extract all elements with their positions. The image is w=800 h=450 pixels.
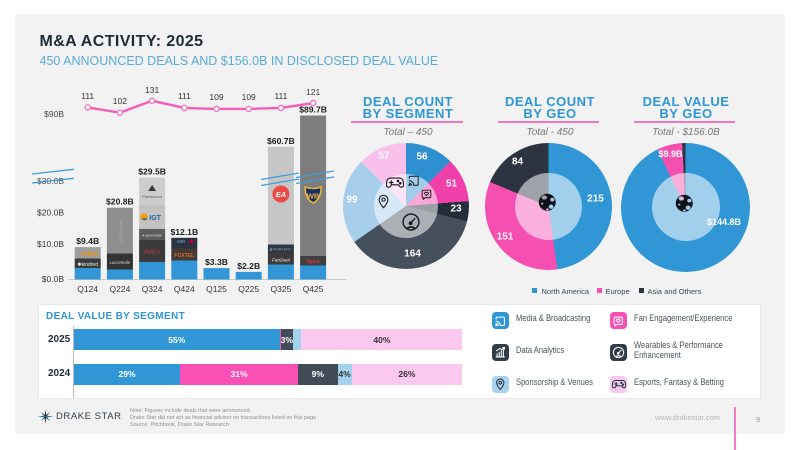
svg-text:EA: EA [276,190,286,199]
svg-text:$9.4B: $9.4B [76,236,99,246]
svg-text:Q124: Q124 [77,284,98,294]
svg-text:$10.0B: $10.0B [37,239,64,249]
svg-text:$12.1B: $12.1B [170,227,198,237]
svg-text:109: 109 [242,92,256,102]
svg-text:$20.8B: $20.8B [106,197,134,207]
svg-text:WB: WB [307,192,320,201]
svg-text:$89.7B: $89.7B [299,105,327,115]
svg-text:IGT: IGT [149,215,161,222]
svg-text:✱kindred: ✱kindred [77,262,98,268]
svg-text:AUSTRALIAN: AUSTRALIAN [119,220,123,242]
svg-text:$0.0B: $0.0B [42,274,65,284]
svg-text:111: 111 [81,91,94,101]
svg-text:109: 109 [209,92,223,102]
svg-text:Q324: Q324 [142,284,163,294]
svg-text:FanDuel: FanDuel [272,258,291,264]
svg-text:Q224: Q224 [110,284,131,294]
svg-text:$60.7B: $60.7B [267,136,295,146]
svg-text:$29.5B: $29.5B [138,167,166,177]
svg-text:▮ PENN ENT.: ▮ PENN ENT. [270,248,292,252]
svg-text:Paramount: Paramount [142,194,162,199]
svg-text:Bally’s: Bally’s [144,250,160,256]
svg-text:IMG: IMG [177,239,186,244]
svg-text:102: 102 [113,96,127,106]
svg-text:tipico: tipico [306,259,319,265]
svg-text:Q225: Q225 [238,284,259,294]
svg-text:$2.2B: $2.2B [237,261,260,271]
svg-text:Q424: Q424 [174,284,195,294]
svg-text:● sportradar: ● sportradar [142,234,162,238]
svg-text:121: 121 [306,87,320,97]
svg-text:$3.3B: $3.3B [205,257,228,267]
svg-text:111: 111 [178,91,191,101]
svg-text:111: 111 [274,91,287,101]
svg-text:★Star: ★Star [81,251,99,258]
svg-text:Q425: Q425 [303,284,324,294]
svg-text:FOXTEL: FOXTEL [174,253,194,259]
svg-text:$20.0B: $20.0B [37,208,64,218]
svg-text:131: 131 [145,85,159,95]
svg-text:$90B: $90B [44,109,64,119]
svg-text:LaCentrale: LaCentrale [110,260,131,265]
svg-text:Q325: Q325 [271,284,292,294]
svg-text:Q125: Q125 [206,284,227,294]
